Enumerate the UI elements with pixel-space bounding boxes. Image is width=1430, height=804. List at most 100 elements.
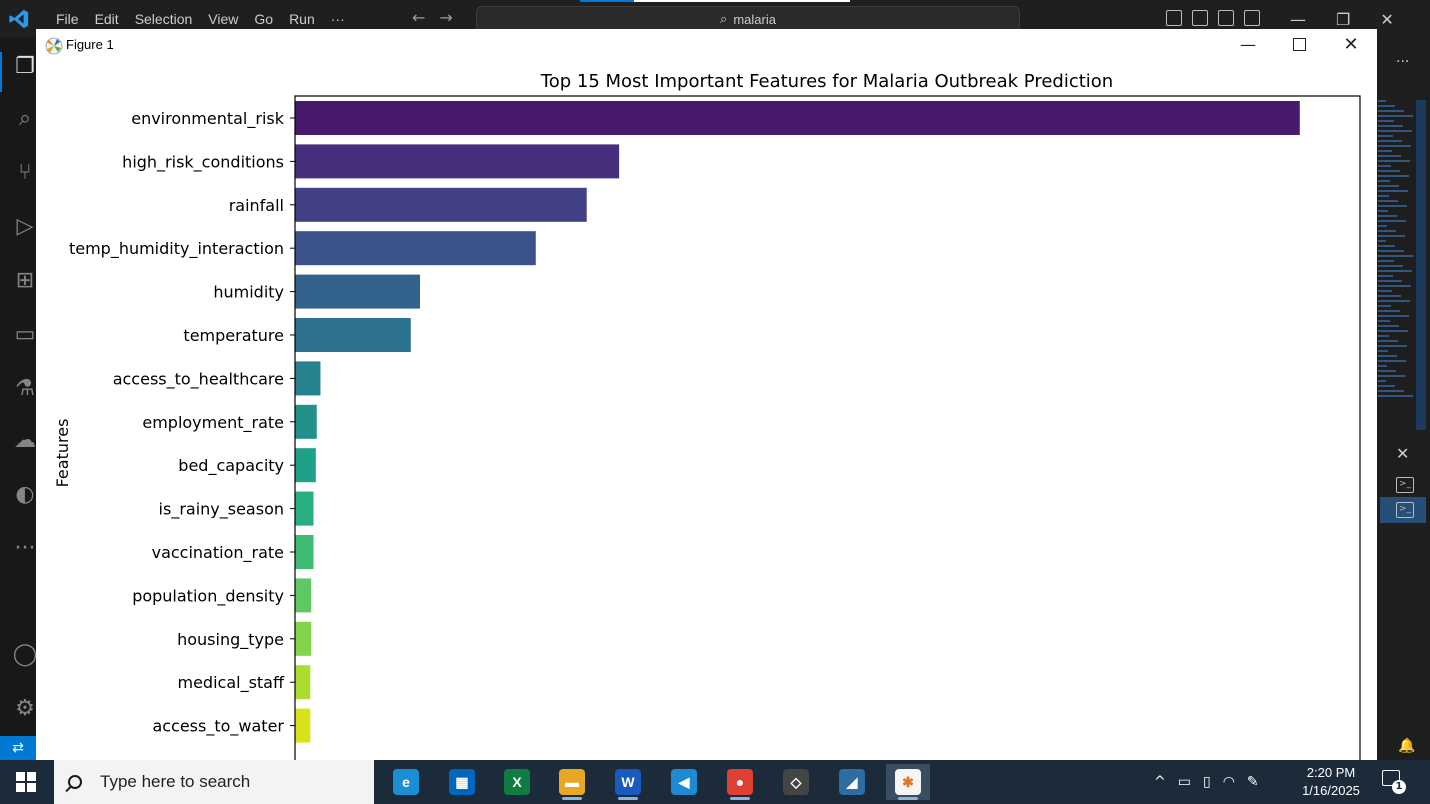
notifications-bell-icon[interactable]: 🔔 [1398, 738, 1416, 754]
tray-chevron-icon[interactable]: ^ [1154, 774, 1166, 790]
vscode-minimize-icon[interactable]: — [1290, 9, 1306, 29]
menu-file[interactable]: File [56, 11, 79, 27]
taskbar-search-box[interactable]: Type here to search [54, 760, 374, 804]
live-share-icon[interactable]: ◐ [15, 482, 35, 507]
figure-minimize-icon[interactable]: — [1240, 35, 1256, 54]
taskbar-app-sql[interactable]: ◢ [830, 764, 874, 800]
bar-access-to-water [295, 708, 311, 743]
menu-run[interactable]: Run [289, 11, 315, 27]
minimap-line [1378, 235, 1405, 237]
minimap-line [1378, 130, 1412, 132]
running-indicator [618, 797, 638, 800]
editor-scrollbar[interactable] [1416, 100, 1426, 430]
menu-selection[interactable]: Selection [134, 11, 193, 27]
taskbar-app-unity[interactable]: ◇ [774, 764, 818, 800]
toggle-secondary-sidebar-icon[interactable] [1218, 10, 1234, 26]
battery-icon[interactable]: ▭ [1177, 774, 1191, 790]
minimap-line [1378, 350, 1388, 352]
minimap-line [1378, 180, 1390, 182]
testing-icon[interactable]: ⚗ [15, 376, 35, 401]
menu-go[interactable]: Go [254, 11, 274, 27]
layout-controls [1166, 10, 1260, 26]
vscode-nav: ← → [412, 8, 453, 27]
y-tick-label: environmental_risk [131, 109, 285, 129]
excel-icon: X [504, 769, 530, 795]
minimap-line [1378, 215, 1397, 217]
minimap-line [1378, 115, 1413, 117]
minimap-line [1378, 330, 1408, 332]
vscode-icon: ◀ [671, 769, 697, 795]
more-views-icon[interactable]: ··· [14, 536, 36, 561]
running-indicator [730, 797, 750, 800]
taskbar-app-excel[interactable]: X [495, 764, 539, 800]
menu-more[interactable]: ··· [330, 11, 345, 27]
minimap-line [1378, 315, 1409, 317]
minimap-line [1378, 160, 1410, 162]
terminal-icon[interactable]: >_ [1396, 477, 1414, 493]
y-tick-label: bed_capacity [178, 456, 284, 476]
vscode-close-icon[interactable]: ✕ [1380, 9, 1394, 29]
matplotlib-logo-icon [45, 37, 63, 55]
taskbar-app-vscode[interactable]: ◀ [662, 764, 706, 800]
clock-date: 1/16/2025 [1302, 783, 1360, 798]
pen-icon[interactable]: ✎ [1246, 774, 1259, 790]
taskbar-app-explorer[interactable]: ▬ [550, 764, 594, 800]
bar-chart: Top 15 Most Important Features for Malar… [53, 71, 1361, 760]
y-tick-label: housing_type [177, 630, 284, 650]
menu-edit[interactable]: Edit [94, 11, 119, 27]
manage-gear-icon[interactable]: ⚙ [15, 696, 35, 721]
panel-close-icon[interactable]: ✕ [1396, 444, 1410, 463]
search-icon[interactable]: ⌕ [18, 106, 32, 131]
action-center-icon[interactable]: 1 [1382, 770, 1406, 794]
chrome-icon: ● [727, 769, 753, 795]
customize-layout-icon[interactable] [1244, 10, 1260, 26]
remote-indicator-icon[interactable]: ⇄ [0, 736, 36, 760]
minimap[interactable] [1378, 100, 1416, 400]
remote-explorer-icon[interactable]: ▭ [14, 322, 36, 347]
docker-icon[interactable]: ☁ [14, 428, 36, 453]
taskbar-app-store[interactable]: ▦ [440, 764, 484, 800]
minimap-line [1378, 385, 1395, 387]
minimap-line [1378, 205, 1407, 207]
extensions-icon[interactable]: ⊞ [15, 268, 35, 293]
taskbar-app-word[interactable]: W [606, 764, 650, 800]
minimap-line [1378, 155, 1401, 157]
accounts-icon[interactable]: ◯ [12, 642, 38, 667]
minimap-line [1378, 110, 1404, 112]
vscode-restore-icon[interactable]: ❐ [1336, 9, 1351, 29]
toggle-panel-icon[interactable] [1192, 10, 1208, 26]
terminal-selected-row[interactable] [1380, 497, 1426, 523]
vscode-window-controls: — ❐ ✕ [1290, 0, 1394, 38]
terminal-active-icon[interactable]: >_ [1396, 502, 1414, 518]
taskbar-app-chrome[interactable]: ● [718, 764, 762, 800]
run-debug-icon[interactable]: ▷ [16, 214, 34, 239]
bars-group [295, 101, 1300, 743]
toggle-primary-sidebar-icon[interactable] [1166, 10, 1182, 26]
windows-start-icon[interactable] [16, 772, 36, 792]
taskbar-app-edge[interactable]: e [384, 764, 428, 800]
wifi-icon[interactable]: ◠ [1222, 774, 1235, 790]
editor-more-actions-icon[interactable]: ··· [1396, 54, 1410, 70]
minimap-line [1378, 220, 1406, 222]
minimap-line [1378, 285, 1411, 287]
figure-maximize-icon[interactable] [1279, 33, 1319, 57]
y-tick-label: humidity [213, 283, 284, 302]
minimap-line [1378, 175, 1409, 177]
figure-close-icon[interactable]: ✕ [1343, 34, 1359, 55]
taskbar-clock[interactable]: 2:20 PM 1/16/2025 [1296, 764, 1366, 800]
meet-icon[interactable]: ▯ [1202, 774, 1211, 790]
source-control-icon[interactable]: ⑂ [18, 160, 32, 185]
menu-view[interactable]: View [208, 11, 239, 27]
minimap-line [1378, 275, 1393, 277]
taskbar-app-python-figure[interactable]: ✱ [886, 764, 930, 800]
windows-taskbar: Type here to search e ▦ X ▬ W ◀ ● ◇ ◢ ✱ ^ ▭ ▯ ◠ ✎… [0, 760, 1430, 804]
back-arrow-icon[interactable]: ← [412, 8, 426, 27]
y-tick-label: vaccination_rate [152, 543, 284, 563]
system-tray: ^ ▭ ▯ ◠ ✎ [1154, 760, 1259, 804]
minimap-line [1378, 250, 1404, 252]
minimap-line [1378, 375, 1405, 377]
bar-population-density [295, 578, 312, 613]
minimap-line [1378, 325, 1399, 327]
forward-arrow-icon[interactable]: → [439, 8, 453, 27]
explorer-icon[interactable]: ❐ [15, 54, 35, 79]
